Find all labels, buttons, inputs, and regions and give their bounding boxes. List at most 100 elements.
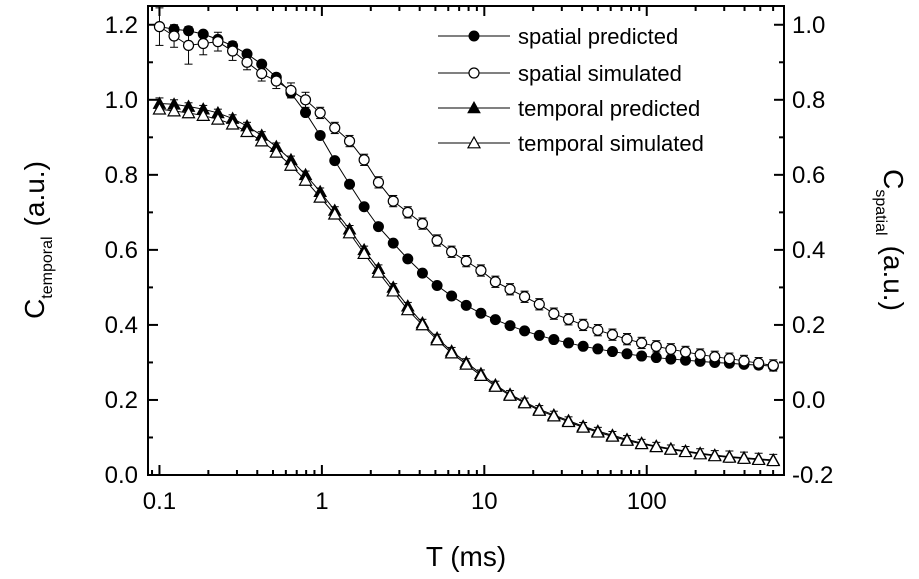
data-point <box>313 190 328 203</box>
data-point <box>621 348 633 360</box>
data-point <box>431 234 443 247</box>
left-y-tick-label: 0.0 <box>105 462 138 489</box>
x-tick-label: 100 <box>627 488 667 515</box>
data-point <box>475 264 487 277</box>
left-y-tick-label: 0.4 <box>105 312 138 339</box>
legend: spatial predicted spatial simulated tempor… <box>438 24 704 156</box>
data-point <box>738 355 750 367</box>
right-y-tick-label: 0.2 <box>792 312 825 339</box>
svg-text:Ctemporal(a.u.): Ctemporal (a.u.) <box>19 161 56 319</box>
data-point <box>402 253 414 265</box>
right-y-axis-ticks: -0.2 0.0 0.2 0.4 0.6 0.8 1.0 <box>774 12 833 489</box>
right-y-tick-label: 0.0 <box>792 387 825 414</box>
data-point <box>270 75 282 87</box>
data-point <box>460 255 472 267</box>
data-point <box>300 107 312 119</box>
data-point <box>767 359 779 372</box>
data-point <box>473 368 488 381</box>
data-point <box>563 337 575 349</box>
data-point <box>693 446 708 460</box>
left-y-tick-label: 1.0 <box>105 87 138 114</box>
data-point <box>343 135 356 147</box>
data-point <box>621 333 633 345</box>
data-point <box>416 267 428 279</box>
data-point <box>649 439 664 453</box>
data-point <box>386 283 401 297</box>
data-point <box>358 201 370 213</box>
data-point <box>678 444 693 458</box>
data-point <box>167 103 182 117</box>
data-point <box>329 122 341 134</box>
data-point <box>372 176 385 188</box>
data-point <box>577 319 589 331</box>
data-point <box>489 276 501 288</box>
right-y-tick-label: 0.6 <box>792 162 825 189</box>
data-point <box>342 225 357 239</box>
legend-marker <box>467 100 481 114</box>
data-point <box>546 408 561 422</box>
left-y-axis-title: Ctemporal (a.u.) <box>19 161 56 319</box>
data-point <box>387 195 399 207</box>
data-point <box>298 173 313 186</box>
left-y-axis-title-main: C <box>19 299 50 319</box>
data-point <box>590 424 605 438</box>
data-point <box>327 207 342 220</box>
x-axis-ticks: 0.1 1 10 100 <box>143 6 785 515</box>
series-temporal-simulated <box>152 101 781 467</box>
data-point <box>503 388 518 401</box>
data-point <box>241 56 253 68</box>
legend-item: spatial predicted <box>438 24 678 49</box>
right-y-tick-label: 1.0 <box>792 12 825 39</box>
data-point <box>650 352 662 364</box>
data-point <box>548 334 560 346</box>
left-y-axis-ticks: 0.0 0.2 0.4 0.6 0.8 1.0 1.2 <box>105 12 158 489</box>
data-point <box>561 414 576 428</box>
data-point <box>475 307 487 319</box>
data-point <box>357 246 372 260</box>
data-point <box>562 313 575 325</box>
right-y-tick-label: 0.8 <box>792 87 825 114</box>
legend-item: temporal simulated <box>438 131 704 156</box>
data-point <box>709 351 721 363</box>
data-point <box>254 133 269 147</box>
data-point <box>518 291 531 303</box>
data-point <box>181 105 196 119</box>
data-point <box>489 314 501 326</box>
data-point <box>444 345 459 359</box>
data-point <box>371 265 386 278</box>
data-point <box>665 353 677 365</box>
data-point <box>753 357 765 369</box>
series-line-temporal-simulated <box>159 108 774 462</box>
right-y-axis-title-unit: (a.u.) <box>878 246 909 311</box>
data-point <box>504 320 516 332</box>
right-y-axis-title-sub: spatial <box>872 189 889 235</box>
series-layer <box>152 7 781 467</box>
right-y-tick-label: 0.4 <box>792 237 825 264</box>
data-point <box>329 155 341 167</box>
legend-label: temporal predicted <box>518 96 700 121</box>
data-point <box>576 420 591 433</box>
data-point <box>679 346 692 358</box>
left-y-axis-title-sub: temporal <box>39 236 56 298</box>
svg-text:Cspatial(a.u.): Cspatial (a.u.) <box>872 169 909 311</box>
data-point <box>751 452 766 466</box>
plot-area-frame <box>147 5 785 476</box>
left-y-tick-label: 0.6 <box>105 237 138 264</box>
data-point <box>532 403 547 416</box>
data-point <box>460 299 472 311</box>
data-point <box>240 124 255 138</box>
series-spatial-simulated <box>153 7 779 372</box>
data-point <box>153 21 166 33</box>
right-y-axis-title: Cspatial (a.u.) <box>872 169 909 311</box>
legend-marker <box>468 30 480 42</box>
data-point <box>488 379 503 392</box>
data-point <box>358 154 370 166</box>
data-point <box>400 302 415 316</box>
data-point <box>736 451 752 464</box>
data-point <box>256 67 268 80</box>
data-point <box>517 395 532 409</box>
legend-item: temporal predicted <box>438 96 700 121</box>
data-point <box>636 337 648 349</box>
data-point <box>548 308 560 320</box>
data-point <box>650 340 662 352</box>
